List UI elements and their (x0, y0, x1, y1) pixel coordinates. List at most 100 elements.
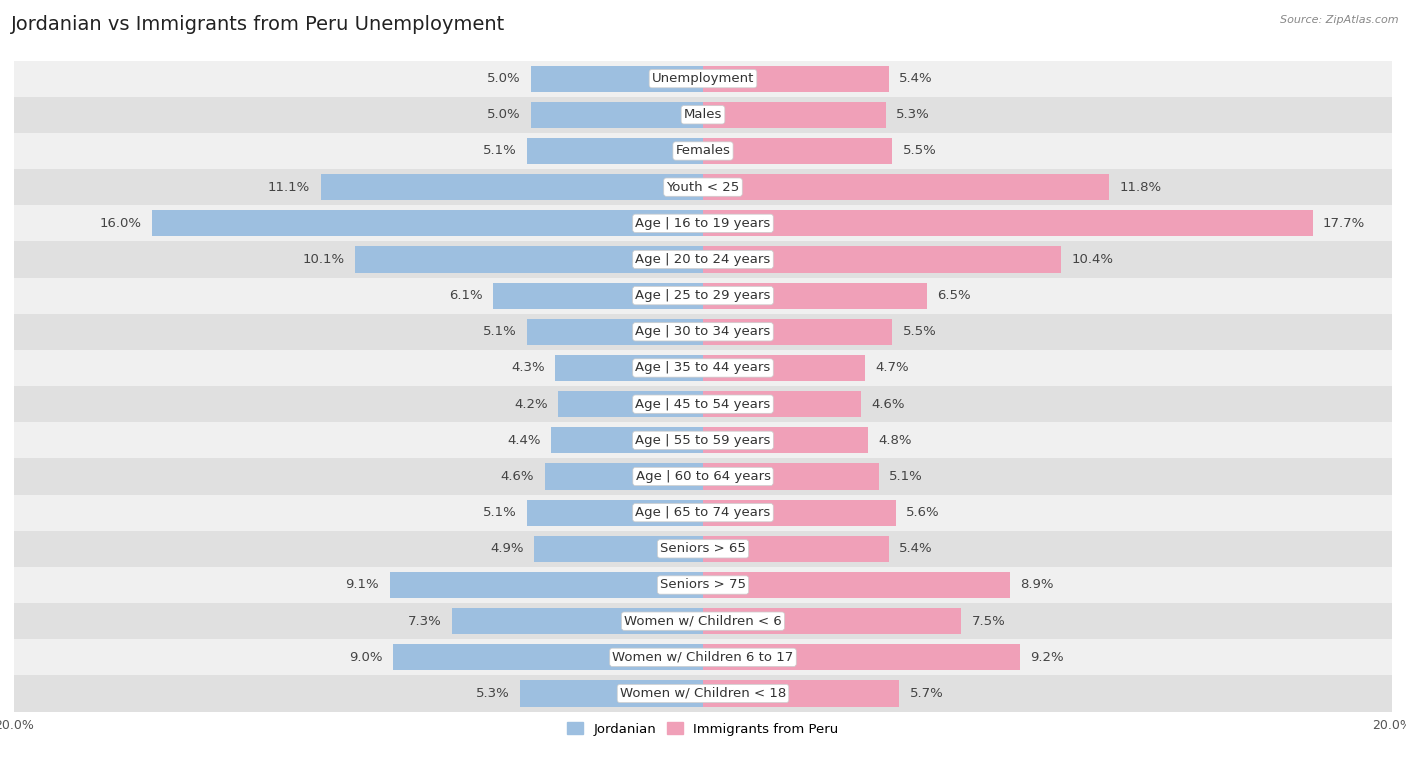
Bar (14, 531, 1392, 567)
Bar (703, 174, 1109, 200)
Bar (14, 313, 1392, 350)
Text: Age | 45 to 54 years: Age | 45 to 54 years (636, 397, 770, 410)
Text: 5.5%: 5.5% (903, 326, 936, 338)
Bar (14, 241, 1392, 278)
Bar (703, 681, 900, 706)
Bar (451, 608, 703, 634)
Bar (14, 386, 1392, 422)
Text: Age | 30 to 34 years: Age | 30 to 34 years (636, 326, 770, 338)
Text: 5.3%: 5.3% (896, 108, 929, 121)
Text: Age | 20 to 24 years: Age | 20 to 24 years (636, 253, 770, 266)
Text: 16.0%: 16.0% (100, 217, 142, 230)
Bar (703, 247, 1062, 273)
Bar (14, 675, 1392, 712)
Text: Women w/ Children 6 to 17: Women w/ Children 6 to 17 (613, 651, 793, 664)
Text: 7.5%: 7.5% (972, 615, 1005, 628)
Text: 5.3%: 5.3% (477, 687, 510, 700)
Text: 9.1%: 9.1% (346, 578, 380, 591)
Text: 4.7%: 4.7% (875, 362, 908, 375)
Bar (703, 500, 896, 525)
Text: 4.8%: 4.8% (879, 434, 912, 447)
Bar (703, 355, 865, 381)
Bar (703, 391, 862, 417)
Bar (703, 427, 869, 453)
Text: Seniors > 65: Seniors > 65 (659, 542, 747, 556)
Text: 4.6%: 4.6% (872, 397, 905, 410)
Text: 4.9%: 4.9% (491, 542, 524, 556)
Text: 7.3%: 7.3% (408, 615, 441, 628)
Bar (14, 567, 1392, 603)
Bar (703, 210, 1313, 236)
Bar (703, 644, 1019, 671)
Text: 11.1%: 11.1% (269, 181, 311, 194)
Bar (534, 536, 703, 562)
Text: 9.2%: 9.2% (1031, 651, 1064, 664)
Bar (14, 350, 1392, 386)
Bar (703, 282, 927, 309)
Text: 4.3%: 4.3% (510, 362, 544, 375)
Bar (321, 174, 703, 200)
Text: 5.1%: 5.1% (484, 506, 517, 519)
Text: 5.1%: 5.1% (484, 326, 517, 338)
Bar (14, 603, 1392, 639)
Text: Unemployment: Unemployment (652, 72, 754, 85)
Bar (14, 639, 1392, 675)
Bar (14, 169, 1392, 205)
Bar (531, 66, 703, 92)
Text: 10.1%: 10.1% (302, 253, 344, 266)
Text: Age | 16 to 19 years: Age | 16 to 19 years (636, 217, 770, 230)
Text: 6.5%: 6.5% (938, 289, 972, 302)
Bar (14, 133, 1392, 169)
Text: Women w/ Children < 6: Women w/ Children < 6 (624, 615, 782, 628)
Text: 11.8%: 11.8% (1119, 181, 1161, 194)
Bar (14, 459, 1392, 494)
Text: Age | 65 to 74 years: Age | 65 to 74 years (636, 506, 770, 519)
Bar (703, 608, 962, 634)
Text: 5.7%: 5.7% (910, 687, 943, 700)
Bar (356, 247, 703, 273)
Text: Age | 35 to 44 years: Age | 35 to 44 years (636, 362, 770, 375)
Bar (494, 282, 703, 309)
Bar (703, 536, 889, 562)
Bar (531, 101, 703, 128)
Bar (152, 210, 703, 236)
Bar (527, 500, 703, 525)
Bar (527, 138, 703, 164)
Bar (703, 463, 879, 490)
Legend: Jordanian, Immigrants from Peru: Jordanian, Immigrants from Peru (562, 717, 844, 741)
Bar (520, 681, 703, 706)
Bar (527, 319, 703, 345)
Text: 9.0%: 9.0% (349, 651, 382, 664)
Text: Age | 55 to 59 years: Age | 55 to 59 years (636, 434, 770, 447)
Text: 17.7%: 17.7% (1323, 217, 1365, 230)
Bar (14, 278, 1392, 313)
Text: 5.6%: 5.6% (907, 506, 939, 519)
Bar (703, 138, 893, 164)
Text: 5.4%: 5.4% (900, 72, 934, 85)
Text: Age | 60 to 64 years: Age | 60 to 64 years (636, 470, 770, 483)
Bar (392, 644, 703, 671)
Text: 5.4%: 5.4% (900, 542, 934, 556)
Text: 5.1%: 5.1% (889, 470, 922, 483)
Bar (551, 427, 703, 453)
Text: Source: ZipAtlas.com: Source: ZipAtlas.com (1281, 15, 1399, 25)
Bar (14, 61, 1392, 97)
Bar (544, 463, 703, 490)
Bar (703, 101, 886, 128)
Bar (14, 205, 1392, 241)
Bar (389, 572, 703, 598)
Text: 6.1%: 6.1% (449, 289, 482, 302)
Text: 4.2%: 4.2% (515, 397, 548, 410)
Text: 4.4%: 4.4% (508, 434, 541, 447)
Text: 8.9%: 8.9% (1019, 578, 1053, 591)
Bar (14, 494, 1392, 531)
Bar (14, 422, 1392, 459)
Bar (555, 355, 703, 381)
Bar (703, 572, 1010, 598)
Bar (703, 66, 889, 92)
Text: Women w/ Children < 18: Women w/ Children < 18 (620, 687, 786, 700)
Text: Youth < 25: Youth < 25 (666, 181, 740, 194)
Text: 5.1%: 5.1% (484, 145, 517, 157)
Text: 5.0%: 5.0% (486, 108, 520, 121)
Text: Jordanian vs Immigrants from Peru Unemployment: Jordanian vs Immigrants from Peru Unempl… (11, 15, 506, 34)
